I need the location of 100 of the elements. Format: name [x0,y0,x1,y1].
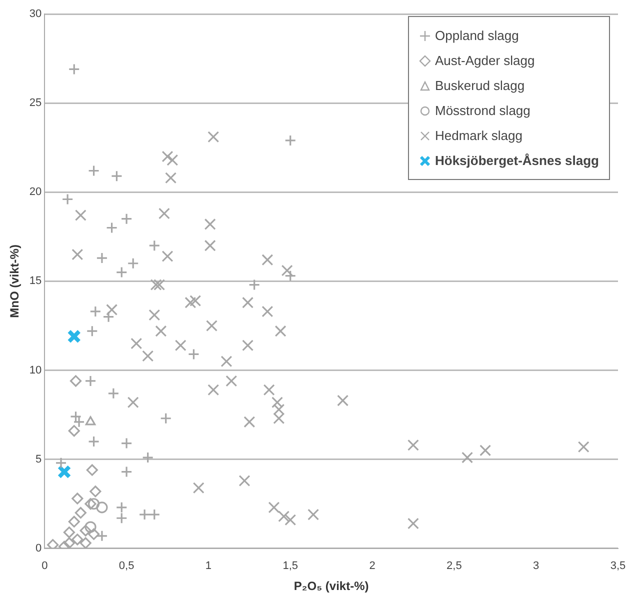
point [63,537,76,548]
x-tick-label: 2,5 [446,560,462,572]
point [88,498,100,510]
point [90,486,102,498]
point [208,384,220,396]
point [142,452,154,464]
point [238,474,250,486]
point [74,506,86,519]
point [148,309,160,321]
point [110,170,123,182]
point [308,508,320,520]
x-axis-title: P₂O₅ (vikt-%) [294,579,369,594]
point [70,375,82,387]
point [162,150,174,162]
point [127,396,139,408]
point [220,356,232,368]
point [47,539,59,548]
point [158,208,170,220]
y-tick-label: 20 [29,186,42,198]
point [480,444,492,456]
point [148,508,160,520]
point [88,528,100,540]
x-tick-label: 2 [369,560,376,572]
point [268,502,280,514]
point [206,320,218,332]
point [208,131,220,143]
point [84,375,96,387]
legend-label: Hedmark slagg [435,128,522,143]
legend-label: Oppland slagg [435,28,519,43]
point [72,492,84,504]
point [284,134,296,146]
point [150,279,162,291]
y-tick-label: 10 [29,364,42,376]
x-tick-label: 3 [533,560,540,572]
point [262,254,274,266]
point [86,464,98,476]
point [262,306,274,318]
x-tick-label: 1,5 [282,560,298,572]
point [160,412,172,424]
point [337,394,349,406]
point [278,510,290,522]
point [204,218,216,230]
point [84,521,96,533]
point [96,502,108,514]
point [102,311,114,323]
point [188,348,200,360]
point [226,375,238,387]
point [120,213,132,225]
point [274,325,286,337]
point [116,502,128,514]
point [55,457,67,469]
legend-label: Buskerud slagg [435,78,525,93]
point [148,240,160,252]
point [67,329,82,344]
y-tick-label: 15 [29,275,42,288]
point [120,466,132,478]
point [165,172,177,184]
point [138,508,150,520]
point [190,295,202,307]
point [88,436,100,448]
legend-label: Höksjöberget-Åsnes slagg [435,153,599,168]
point [248,278,260,291]
point [242,340,254,352]
point [578,441,590,453]
point [85,416,96,426]
legend-label: Aust-Agder slagg [435,53,535,68]
point [68,425,80,437]
point [116,266,128,278]
point [84,498,96,510]
point [155,325,167,337]
point [108,388,120,400]
point [263,384,275,396]
y-axis-title: MnO (vikt-%) [8,244,22,318]
point [462,452,474,464]
point [184,296,196,308]
point [166,154,178,166]
y-tick-label: 30 [29,8,42,20]
point [106,304,118,316]
point [120,438,132,450]
y-tick-label: 25 [29,97,42,110]
point [192,482,204,494]
point [204,240,216,252]
point [68,63,80,76]
point [162,250,174,262]
point [72,534,84,546]
point [130,338,142,350]
x-tick-label: 1 [205,560,212,572]
point [407,518,419,530]
point [127,258,139,270]
point [68,516,80,528]
point [142,350,154,362]
point [90,306,102,318]
point [154,279,166,291]
point [96,252,108,264]
point [284,514,296,526]
point [74,210,86,222]
point [63,526,76,538]
point [57,464,72,479]
point [174,340,186,352]
point [80,524,92,536]
